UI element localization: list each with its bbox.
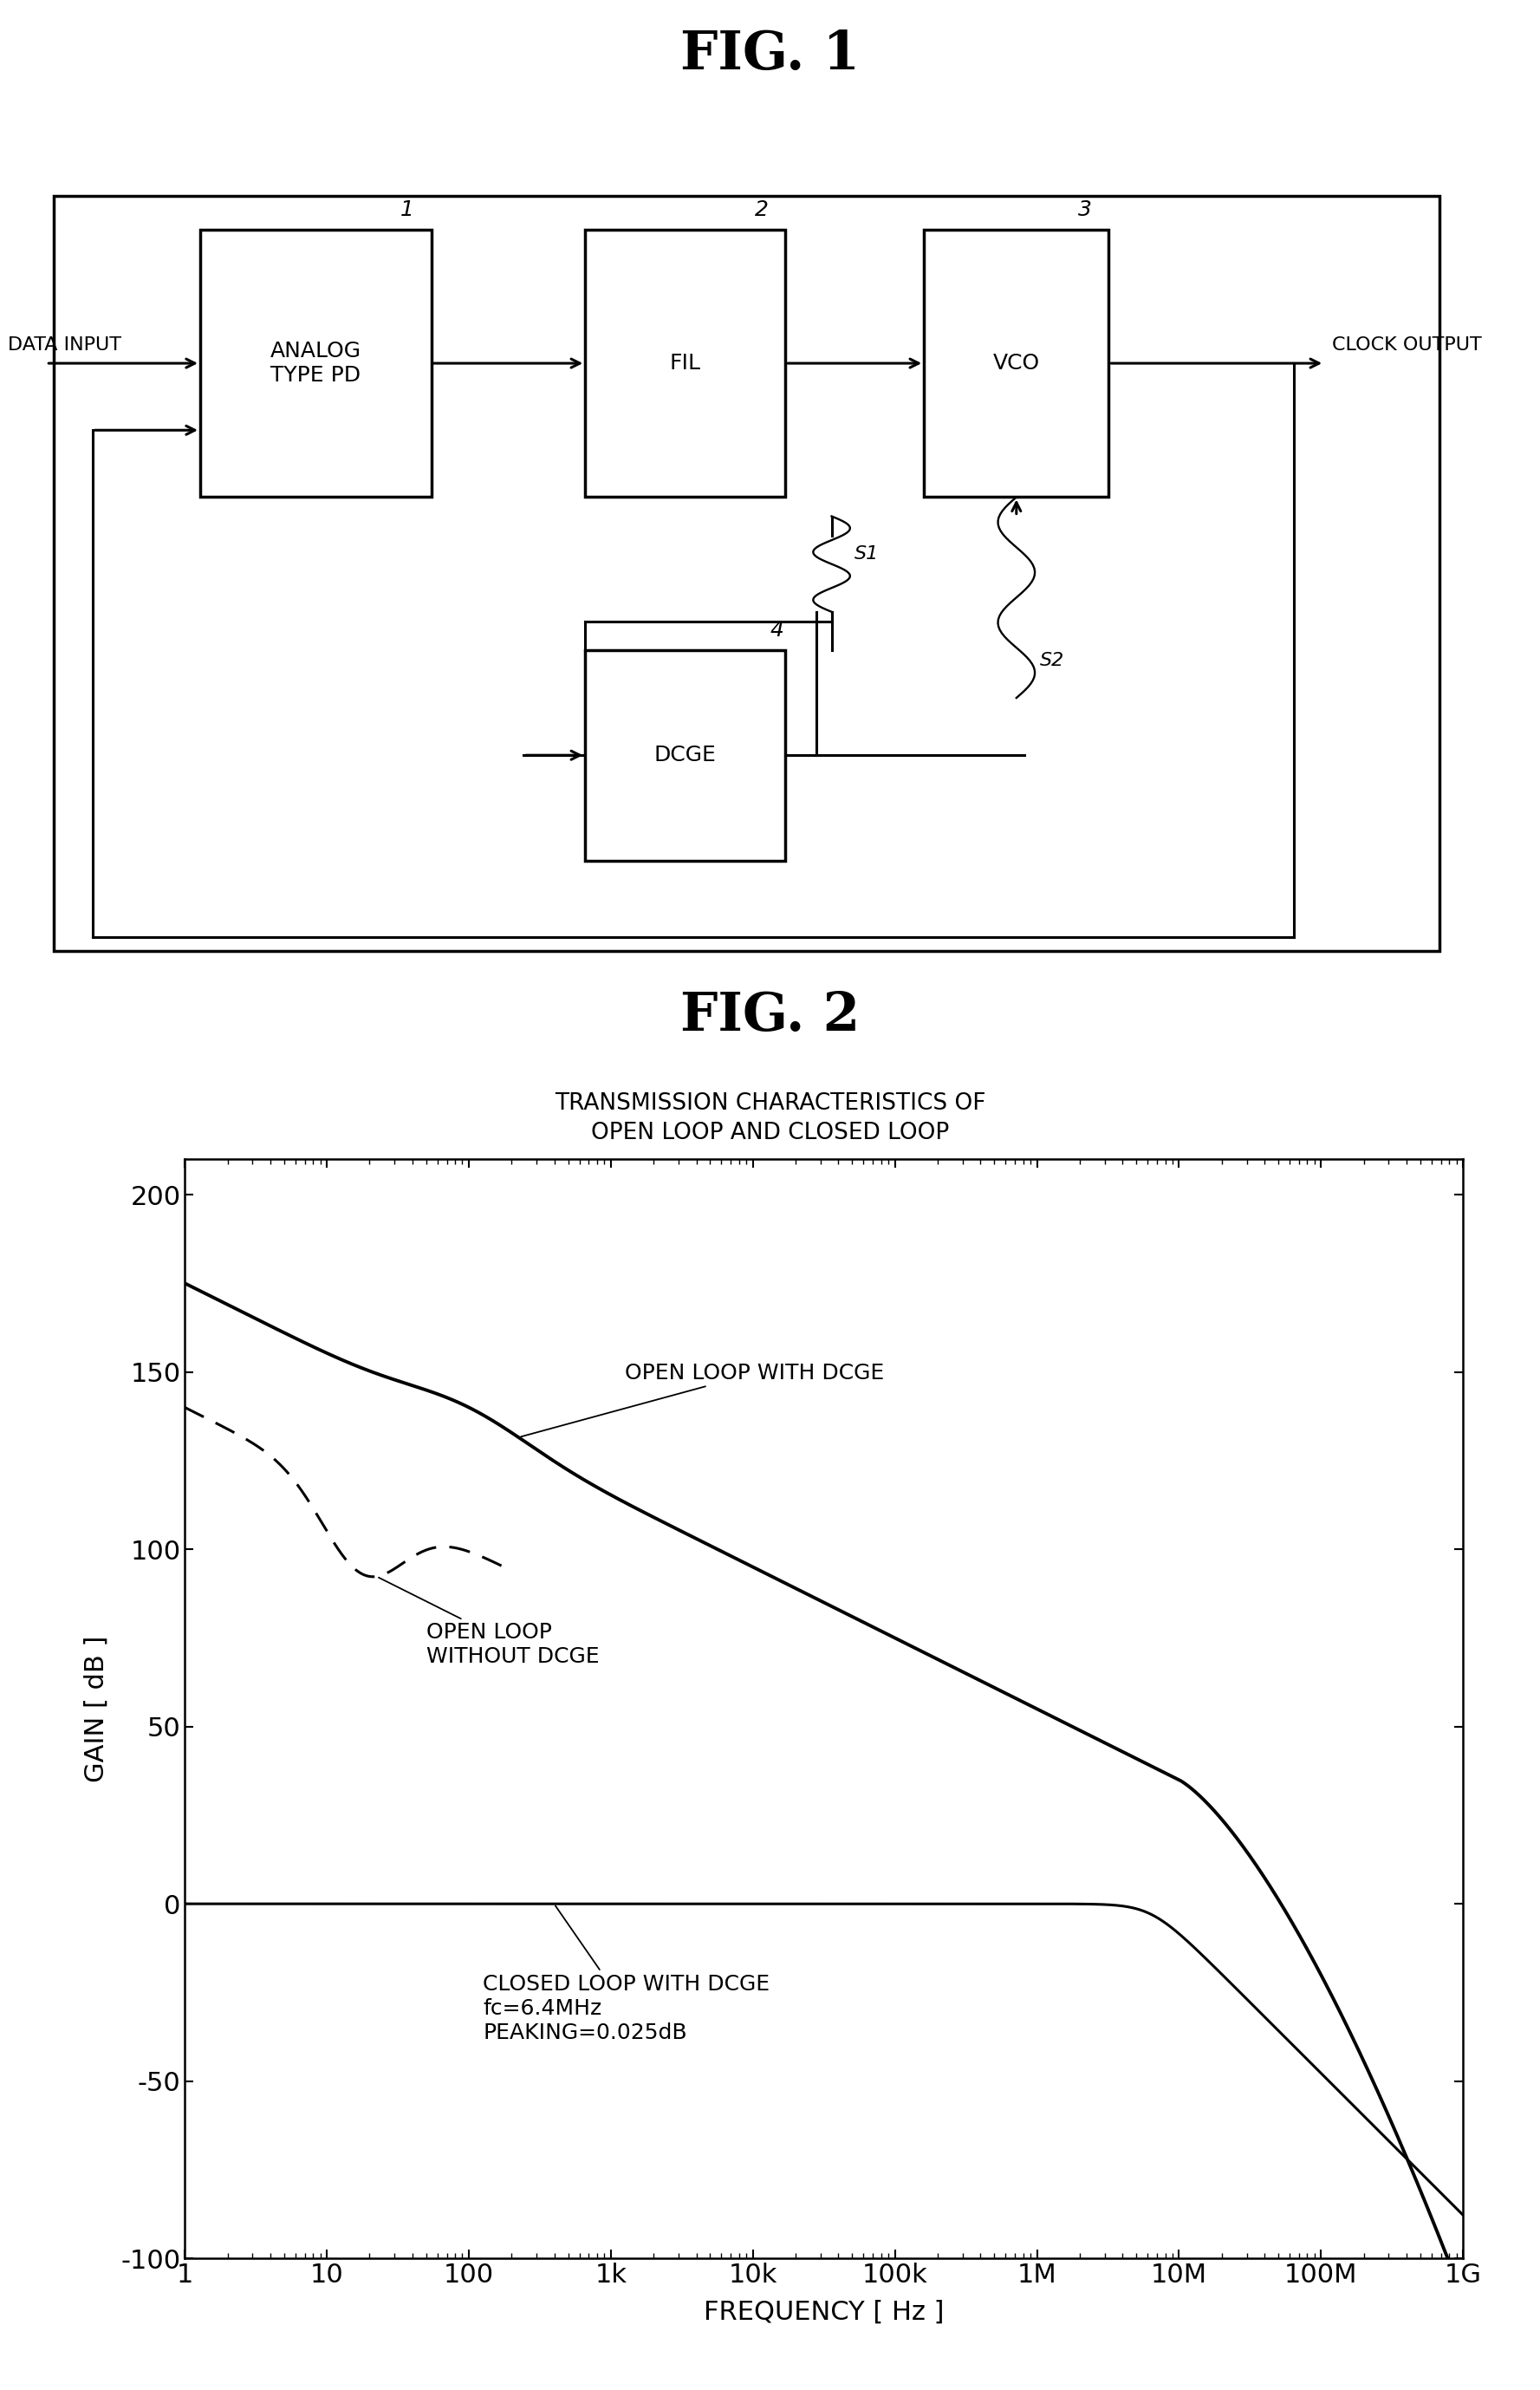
Text: FIL: FIL bbox=[670, 354, 701, 373]
Text: 4: 4 bbox=[770, 619, 784, 641]
Text: 3: 3 bbox=[1078, 198, 1092, 220]
Bar bbox=[585, 650, 785, 860]
Text: S1: S1 bbox=[855, 545, 879, 562]
Text: VCO: VCO bbox=[993, 354, 1040, 373]
Text: OPEN LOOP WITH DCGE: OPEN LOOP WITH DCGE bbox=[521, 1362, 884, 1436]
Text: S2: S2 bbox=[1040, 652, 1064, 669]
Y-axis label: GAIN [ dB ]: GAIN [ dB ] bbox=[83, 1635, 109, 1783]
Text: DCGE: DCGE bbox=[654, 746, 716, 765]
Text: DATA INPUT: DATA INPUT bbox=[8, 337, 122, 354]
Bar bbox=[54, 196, 1440, 951]
Bar bbox=[585, 229, 785, 497]
Text: ANALOG
TYPE PD: ANALOG TYPE PD bbox=[270, 342, 362, 385]
Text: TRANSMISSION CHARACTERISTICS OF
OPEN LOOP AND CLOSED LOOP: TRANSMISSION CHARACTERISTICS OF OPEN LOO… bbox=[554, 1092, 986, 1145]
Text: 2: 2 bbox=[755, 198, 768, 220]
Text: 1: 1 bbox=[400, 198, 414, 220]
Bar bbox=[200, 229, 431, 497]
Text: FIG. 1: FIG. 1 bbox=[681, 29, 859, 81]
Text: CLOCK OUTPUT: CLOCK OUTPUT bbox=[1332, 337, 1481, 354]
Text: CLOSED LOOP WITH DCGE
fc=6.4MHz
PEAKING=0.025dB: CLOSED LOOP WITH DCGE fc=6.4MHz PEAKING=… bbox=[484, 1905, 770, 2043]
X-axis label: FREQUENCY [ Hz ]: FREQUENCY [ Hz ] bbox=[704, 2299, 944, 2325]
Bar bbox=[924, 229, 1109, 497]
Text: FIG. 2: FIG. 2 bbox=[681, 989, 859, 1042]
Text: OPEN LOOP
WITHOUT DCGE: OPEN LOOP WITHOUT DCGE bbox=[379, 1577, 599, 1668]
